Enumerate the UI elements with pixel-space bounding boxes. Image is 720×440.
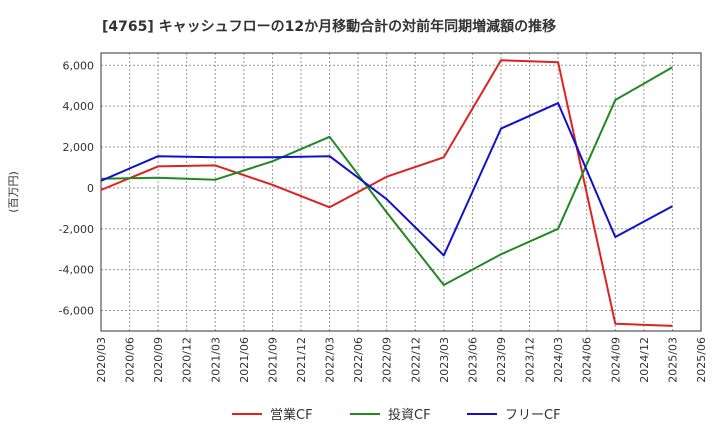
x-tick-label: 2025/06: [695, 337, 708, 383]
x-tick-label: 2022/09: [381, 337, 394, 383]
x-tick-label: 2021/06: [238, 337, 251, 383]
y-tick-label: 2,000: [63, 141, 95, 154]
series-line-投資CF: [100, 66, 673, 286]
x-tick-label: 2020/06: [124, 337, 137, 383]
x-tick-label: 2020/03: [95, 337, 108, 383]
series-line-フリーCF: [100, 102, 673, 257]
legend-item: 投資CF: [350, 407, 431, 423]
plot-area: [101, 53, 701, 331]
legend-label: フリーCF: [505, 408, 561, 423]
grid-lines: [101, 53, 702, 331]
legend-label: 営業CF: [270, 407, 313, 423]
x-tick-label: 2022/03: [324, 337, 337, 383]
y-tick-label: 6,000: [63, 59, 95, 72]
plot-frame: [100, 52, 702, 332]
legend-item: フリーCF: [467, 408, 561, 423]
x-tick-label: 2021/09: [266, 337, 279, 383]
x-tick-label: 2023/12: [524, 337, 537, 383]
x-tick-label: 2023/03: [438, 337, 451, 383]
x-tick-label: 2021/03: [209, 337, 222, 383]
y-tick-label: -4,000: [59, 264, 94, 277]
series-lines: [100, 59, 673, 327]
chart-title: [4765] キャッシュフローの12か月移動合計の対前年同期増減額の推移: [102, 18, 556, 35]
x-tick-label: 2021/12: [295, 337, 308, 383]
x-tick-label: 2023/06: [466, 337, 479, 383]
y-tick-label: -2,000: [59, 223, 94, 236]
y-tick-label: -6,000: [59, 305, 94, 318]
y-axis-label: (百万円): [7, 171, 20, 213]
x-tick-labels: 2020/03 2020/06 2020/09 2020/12 2021/03 2021/…: [95, 337, 708, 383]
x-tick-label: 2025/03: [666, 337, 679, 383]
x-tick-label: 2024/12: [638, 337, 651, 383]
x-tick-label: 2024/09: [609, 337, 622, 383]
y-tick-label: 4,000: [63, 100, 95, 113]
legend-item: 営業CF: [232, 407, 313, 423]
y-tick-label: 0: [87, 182, 94, 195]
x-tick-label: 2020/12: [181, 337, 194, 383]
x-tick-label: 2020/09: [152, 337, 165, 383]
y-tick-labels: 6,000 4,000 2,000 0 -2,000 -4,000 -6,000: [59, 59, 94, 317]
x-tick-label: 2022/06: [352, 337, 365, 383]
x-tick-label: 2023/09: [495, 337, 508, 383]
legend-label: 投資CF: [388, 407, 431, 423]
x-tick-label: 2024/03: [552, 337, 565, 383]
x-tick-label: 2024/06: [581, 337, 594, 383]
x-tick-label: 2022/12: [409, 337, 422, 383]
legend: 営業CF 投資CF フリーCF: [232, 407, 561, 423]
